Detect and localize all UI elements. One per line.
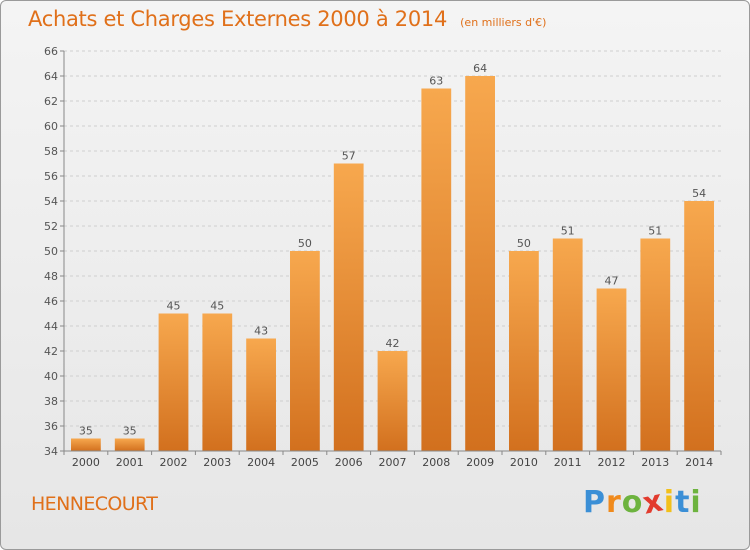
x-tick-label-2003: 2003 bbox=[203, 456, 231, 469]
data-label-2001: 35 bbox=[123, 425, 137, 438]
data-label-2002: 45 bbox=[167, 300, 181, 313]
y-tick-label-44: 44 bbox=[44, 320, 58, 333]
bar-2014 bbox=[684, 201, 714, 451]
bar-2004 bbox=[246, 338, 276, 451]
y-axis: 34 36 38 40 42 44 46 48 50 52 54 56 58 60 62 64 66 bbox=[44, 45, 65, 458]
y-tick-label-66: 66 bbox=[44, 45, 58, 58]
y-tick-label-48: 48 bbox=[44, 270, 58, 283]
x-tick-label-2000: 2000 bbox=[72, 456, 100, 469]
x-tick-label-2010: 2010 bbox=[510, 456, 538, 469]
x-tick-label-2006: 2006 bbox=[335, 456, 363, 469]
y-tick-label-50: 50 bbox=[44, 245, 58, 258]
y-tick-label-52: 52 bbox=[44, 220, 58, 233]
x-tick-label-2009: 2009 bbox=[466, 456, 494, 469]
y-tick-label-62: 62 bbox=[44, 95, 58, 108]
title-text: Achats et Charges Externes 2000 à 2014 bbox=[28, 7, 448, 31]
logo-letter: r bbox=[606, 485, 622, 520]
commune-name: HENNECOURT bbox=[31, 493, 158, 515]
y-tick-label-42: 42 bbox=[44, 345, 58, 358]
y-tick-label-36: 36 bbox=[44, 420, 58, 433]
bar-2007 bbox=[377, 351, 408, 451]
bar-2000 bbox=[71, 438, 101, 451]
data-label-2010: 50 bbox=[517, 237, 531, 250]
y-tick-label-54: 54 bbox=[44, 195, 58, 208]
bar-2010 bbox=[509, 251, 539, 451]
x-tick-label-2013: 2013 bbox=[641, 456, 669, 469]
x-tick-label-2011: 2011 bbox=[554, 456, 582, 469]
y-tick-label-38: 38 bbox=[44, 395, 58, 408]
x-tick-label-2001: 2001 bbox=[116, 456, 144, 469]
x-tick-label-2007: 2007 bbox=[379, 456, 407, 469]
data-label-2003: 45 bbox=[210, 300, 224, 313]
x-tick-label-2008: 2008 bbox=[422, 456, 450, 469]
bar-2001 bbox=[114, 438, 145, 451]
bar-2011 bbox=[552, 238, 583, 451]
data-label-2007: 42 bbox=[386, 337, 400, 350]
logo-letter: i bbox=[663, 485, 676, 520]
y-tick-label-46: 46 bbox=[44, 295, 58, 308]
data-label-2008: 63 bbox=[429, 75, 443, 88]
logo-letter: o bbox=[621, 485, 644, 520]
logo-letter: P bbox=[583, 485, 606, 520]
x-tick-label-2012: 2012 bbox=[598, 456, 626, 469]
data-label-2013: 51 bbox=[648, 225, 662, 238]
title-unit: (en milliers d'€) bbox=[460, 16, 547, 29]
y-tick-label-64: 64 bbox=[44, 70, 58, 83]
data-label-2000: 35 bbox=[79, 425, 93, 438]
y-tick-label-56: 56 bbox=[44, 170, 58, 183]
data-label-2006: 57 bbox=[342, 150, 356, 163]
bar-2005 bbox=[290, 251, 320, 451]
bar-2013 bbox=[640, 238, 671, 451]
bars: 35 35 45 45 43 50 57 42 63 64 50 51 47 51 54 bbox=[71, 62, 714, 451]
x-tick-label-2014: 2014 bbox=[685, 456, 713, 469]
bar-2012 bbox=[596, 288, 627, 451]
y-tick-label-58: 58 bbox=[44, 145, 58, 158]
bar-2009 bbox=[465, 76, 495, 451]
data-label-2005: 50 bbox=[298, 237, 312, 250]
data-label-2011: 51 bbox=[561, 225, 575, 238]
bar-2002 bbox=[158, 313, 189, 451]
chart-title: Achats et Charges Externes 2000 à 2014 (… bbox=[28, 7, 546, 31]
y-tick-label-34: 34 bbox=[44, 445, 58, 458]
proxiti-logo[interactable]: Proxiti bbox=[583, 483, 702, 521]
bar-2003 bbox=[202, 313, 233, 451]
data-label-2004: 43 bbox=[254, 325, 268, 338]
logo-letter: t bbox=[675, 485, 691, 520]
x-tick-label-2004: 2004 bbox=[247, 456, 275, 469]
y-tick-label-40: 40 bbox=[44, 370, 58, 383]
bar-2008 bbox=[421, 88, 452, 451]
data-label-2012: 47 bbox=[605, 275, 619, 288]
x-axis: 2000 2001 2002 2003 2004 2005 2006 2007 2008 2009… bbox=[63, 450, 722, 469]
data-label-2014: 54 bbox=[692, 187, 706, 200]
logo-letter: i bbox=[690, 485, 702, 520]
x-tick-label-2005: 2005 bbox=[291, 456, 319, 469]
bar-2006 bbox=[333, 163, 364, 451]
data-label-2009: 64 bbox=[473, 62, 487, 75]
x-tick-label-2002: 2002 bbox=[160, 456, 188, 469]
y-tick-label-60: 60 bbox=[44, 120, 58, 133]
